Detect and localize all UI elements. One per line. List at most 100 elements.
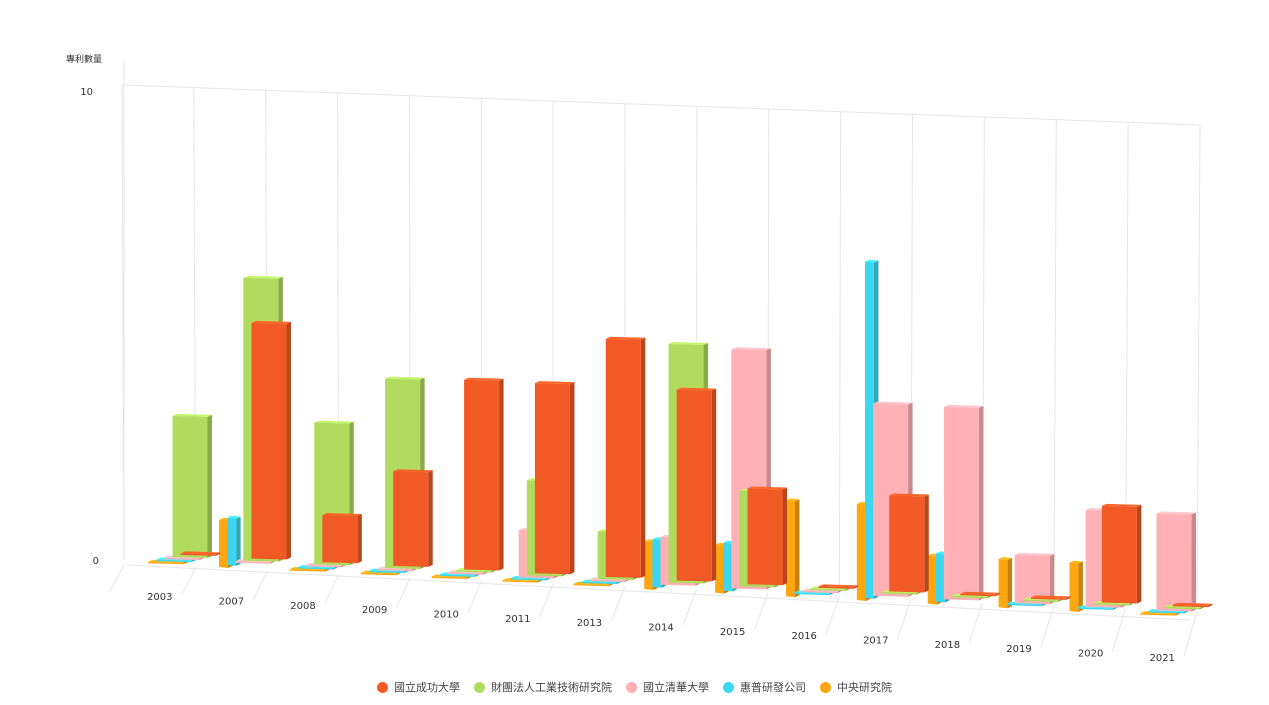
bar bbox=[943, 406, 979, 601]
bar bbox=[1101, 505, 1137, 604]
floor-divider bbox=[109, 564, 125, 592]
floor-divider bbox=[1183, 611, 1198, 657]
x-tick-label: 2016 bbox=[791, 631, 816, 642]
legend-marker bbox=[626, 681, 637, 693]
gridline-max bbox=[121, 84, 1201, 126]
bar bbox=[1077, 607, 1113, 610]
bar bbox=[502, 580, 538, 583]
bar bbox=[1093, 603, 1129, 606]
bar bbox=[889, 495, 925, 593]
bar bbox=[1156, 513, 1192, 612]
bar bbox=[1164, 606, 1200, 610]
bar-side bbox=[924, 494, 929, 593]
bar bbox=[652, 539, 662, 588]
bar-top bbox=[1014, 552, 1055, 556]
bar-top bbox=[1156, 511, 1197, 515]
bar bbox=[589, 579, 625, 583]
bar-top bbox=[605, 336, 646, 340]
bar bbox=[368, 570, 404, 574]
bar-side bbox=[1136, 504, 1142, 604]
axis-labels: 0 10 專利數量 2003 2007 2008 2009 2010 2011 2013 2014 2… bbox=[66, 53, 1175, 664]
x-tick-label: 2015 bbox=[720, 627, 745, 638]
bar-side bbox=[428, 470, 433, 567]
floor-divider bbox=[252, 571, 268, 600]
bar bbox=[573, 583, 609, 587]
bar-side bbox=[1207, 603, 1213, 608]
bar bbox=[794, 592, 830, 596]
bar bbox=[747, 488, 783, 586]
floor-divider bbox=[395, 577, 411, 609]
y-axis-title: 專利數量 bbox=[66, 53, 102, 65]
x-tick-label: 2010 bbox=[433, 610, 458, 621]
legend-item[interactable]: 國立成功大學 bbox=[377, 679, 460, 695]
bar bbox=[510, 578, 546, 581]
x-tick-label: 2011 bbox=[505, 614, 530, 625]
y-tick-label: 0 bbox=[93, 556, 99, 567]
bar bbox=[786, 500, 795, 598]
bar-side bbox=[853, 585, 858, 589]
bar bbox=[455, 570, 491, 573]
bar bbox=[227, 517, 237, 566]
legend-label: 國立清華大學 bbox=[643, 681, 709, 694]
bar-top bbox=[464, 377, 504, 381]
floor-divider bbox=[753, 593, 769, 631]
bar-top bbox=[227, 515, 241, 519]
bar bbox=[927, 555, 937, 605]
bar-top bbox=[534, 381, 575, 385]
bar-top bbox=[322, 512, 362, 516]
gridline-vertical bbox=[1053, 119, 1057, 601]
bar-side bbox=[782, 487, 788, 586]
bar-top bbox=[1172, 602, 1213, 606]
legend-label: 惠普研發公司 bbox=[740, 681, 806, 694]
bar bbox=[289, 569, 325, 572]
bar bbox=[605, 338, 641, 578]
bar-top bbox=[889, 493, 929, 497]
bar-top bbox=[1069, 560, 1083, 564]
bar-side bbox=[207, 414, 213, 558]
bar-top bbox=[668, 341, 709, 345]
legend-item[interactable]: 財團法人工業技術研究院 bbox=[474, 679, 612, 695]
bar-top bbox=[314, 420, 354, 424]
bar-side bbox=[569, 382, 575, 575]
x-tick-label: 2017 bbox=[863, 636, 888, 647]
bar bbox=[447, 572, 483, 575]
bar bbox=[180, 553, 216, 556]
legend-item[interactable]: 惠普研發公司 bbox=[723, 679, 806, 695]
bar-side bbox=[357, 513, 362, 564]
bar-side bbox=[1007, 558, 1013, 609]
bar bbox=[251, 322, 287, 560]
bar bbox=[644, 541, 654, 590]
bar bbox=[377, 568, 413, 572]
floor-divider bbox=[1040, 605, 1055, 648]
x-tick-label: 2020 bbox=[1078, 649, 1103, 660]
bar-top bbox=[385, 376, 425, 380]
legend-item[interactable]: 中央研究院 bbox=[820, 679, 892, 695]
legend-item[interactable]: 國立清華大學 bbox=[626, 679, 709, 695]
bars bbox=[148, 259, 1213, 616]
floor-divider bbox=[968, 602, 983, 644]
bar bbox=[818, 586, 854, 589]
bar-side bbox=[995, 592, 1000, 597]
bar bbox=[998, 559, 1008, 609]
x-tick-label: 2014 bbox=[648, 623, 673, 634]
legend: 國立成功大學 財團法人工業技術研究院 國立清華大學 惠普研發公司 中央研究院 bbox=[0, 678, 1269, 696]
bar-top bbox=[172, 413, 213, 417]
gridline-vertical bbox=[838, 111, 842, 592]
x-tick-label: 2009 bbox=[362, 605, 387, 616]
bar-top bbox=[243, 275, 283, 279]
floor-divider bbox=[181, 567, 196, 596]
bar-top bbox=[180, 551, 221, 555]
bar bbox=[172, 415, 208, 558]
legend-label: 國立成功大學 bbox=[394, 681, 460, 694]
bar bbox=[360, 572, 396, 576]
legend-marker bbox=[820, 681, 831, 693]
bar-top bbox=[676, 387, 717, 391]
floor-divider bbox=[610, 586, 626, 622]
bar-top bbox=[251, 320, 291, 324]
bar-side bbox=[640, 337, 646, 578]
bar bbox=[881, 592, 917, 595]
bar bbox=[723, 542, 733, 592]
floor-front-edge bbox=[126, 564, 1191, 621]
floor-divider bbox=[682, 589, 697, 626]
